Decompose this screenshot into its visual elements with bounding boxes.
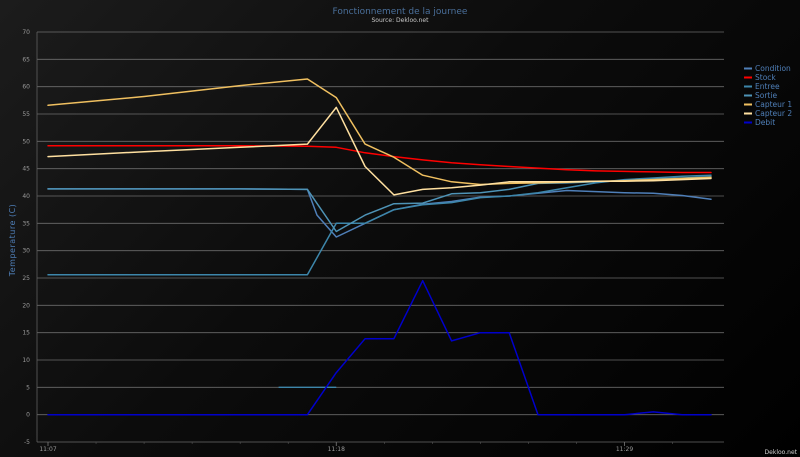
y-tick-label: 25	[22, 275, 30, 282]
y-tick-label: 10	[22, 357, 30, 364]
y-tick-label: -5	[24, 439, 30, 446]
y-tick-label: 50	[22, 138, 30, 145]
y-tick-label: 55	[22, 111, 30, 118]
y-tick-label: 0	[26, 412, 30, 419]
legend-label-entree: Entree	[755, 82, 780, 91]
legend-label-condition: Condition	[755, 64, 791, 73]
axes: -5 0 5 10 15 20 25 30 35 40 45 50 55 60 65 70 11:07 11:18…	[22, 29, 673, 453]
legend-label-capteur-1: Capteur 1	[755, 100, 792, 109]
y-tick-label: 40	[22, 193, 30, 200]
grid-lines	[37, 31, 724, 443]
y-tick-label: 30	[22, 248, 30, 255]
y-tick-label: 15	[22, 330, 30, 337]
x-tick-label: 11:07	[39, 446, 56, 453]
x-tick-label: 11:18	[328, 446, 345, 453]
y-tick-label: 20	[22, 302, 30, 309]
series-line-debit	[47, 279, 712, 416]
series-line-entree	[47, 174, 712, 276]
y-tick-label: 5	[26, 384, 30, 391]
y-tick-label: 65	[22, 56, 30, 63]
y-tick-label: 35	[22, 220, 30, 227]
legend-label-stock: Stock	[755, 73, 776, 82]
chart-subtitle: Source: Dekloo.net	[372, 17, 430, 24]
legend-label-sortie: Sortie	[755, 91, 777, 100]
credit-text: Dekloo.net	[765, 449, 798, 456]
chart-title: Fonctionnement de la journee	[333, 7, 468, 17]
legend-label-capteur-2: Capteur 2	[755, 109, 792, 118]
y-tick-label: 70	[22, 29, 30, 36]
y-axis-label: Temperature (C)	[8, 204, 17, 278]
y-tick-label: 45	[22, 166, 30, 173]
y-tick-label: 60	[22, 84, 30, 91]
series-line-capteur-2	[47, 106, 712, 196]
x-tick-label: 11:29	[616, 446, 633, 453]
series-lines	[47, 78, 712, 416]
legend-label-debit: Debit	[755, 118, 775, 127]
series-line-stock	[47, 144, 712, 174]
